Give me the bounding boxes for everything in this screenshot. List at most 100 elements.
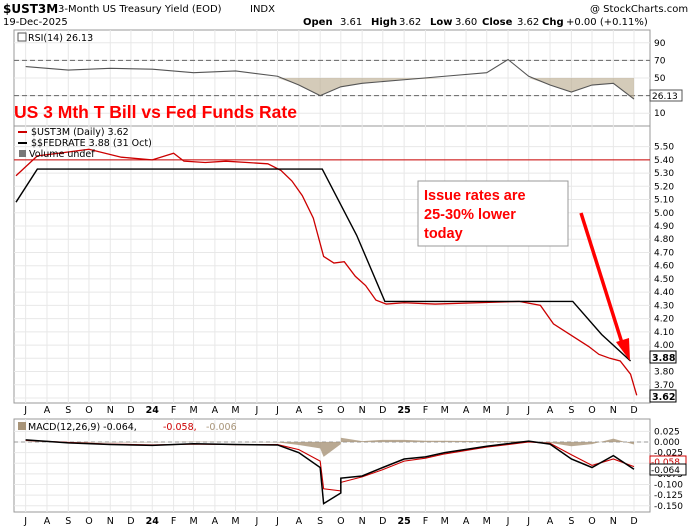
rsi-legend-swatch	[17, 32, 27, 42]
macd-line	[25, 439, 635, 505]
price-y-tick: 4.10	[654, 328, 674, 338]
annotation-line-3: today	[424, 226, 463, 242]
annotation-line-1: Issue rates are	[424, 188, 526, 204]
x-tick-label-bottom: O	[337, 516, 344, 527]
x-tick-label-bottom: A	[463, 516, 470, 527]
x-tick-label: N	[107, 405, 114, 416]
price-panel	[13, 125, 651, 404]
macd-y-tick: 0.000	[654, 438, 680, 448]
x-tick-label-bottom: J	[275, 516, 279, 527]
x-tick-label-bottom: J	[506, 516, 510, 527]
quote-date: 19-Dec-2025	[3, 17, 68, 28]
x-tick-label: O	[85, 405, 92, 416]
low-label: Low	[430, 17, 452, 28]
macd-signal-value: -0.058	[651, 458, 680, 468]
x-tick-label: O	[588, 405, 595, 416]
x-tick-label: 25	[398, 405, 411, 416]
fedrate-line	[15, 168, 632, 362]
x-tick-label-bottom: 25	[398, 516, 411, 527]
x-tick-label: J	[254, 405, 258, 416]
x-tick-label: D	[127, 405, 134, 416]
macd-y-tick: 0.025	[654, 427, 680, 437]
x-tick-label: J	[275, 405, 279, 416]
x-tick-label: F	[171, 405, 176, 416]
price-y-tick: 5.40	[654, 156, 674, 166]
x-tick-label-bottom: A	[296, 516, 303, 527]
x-tick-label: O	[337, 405, 344, 416]
rsi-below-fill	[25, 78, 634, 100]
price-y-tick: 4.60	[654, 262, 674, 272]
macd-y-tick: -0.025	[654, 449, 683, 459]
price-legend: $UST3M (Daily) 3.62 $$FEDRATE 3.88 (31 O…	[18, 127, 152, 160]
macd-legend-signal: -0.058,	[163, 422, 197, 433]
legend-swatch-volume	[19, 150, 26, 157]
x-tick-label: M	[189, 405, 197, 416]
price-y-tick: 5.00	[654, 209, 674, 219]
legend-ust3m: $UST3M (Daily) 3.62	[31, 127, 129, 138]
x-tick-label: M	[483, 405, 491, 416]
x-tick-label: J	[23, 405, 27, 416]
x-tick-label-bottom: J	[23, 516, 27, 527]
macd-histogram	[25, 437, 634, 457]
price-last-tag-box	[649, 389, 677, 403]
x-tick-label: A	[296, 405, 303, 416]
macd-y-tick: -0.100	[654, 481, 683, 491]
annotation-box-frame	[417, 180, 569, 247]
rsi-layer	[14, 58, 650, 100]
price-last-tag: 3.62	[649, 389, 677, 403]
x-tick-label: S	[568, 405, 574, 416]
macd-legend-swatch	[18, 422, 26, 430]
x-tick-label-bottom: M	[231, 516, 239, 527]
arrow-shaft	[579, 212, 624, 344]
price-y-tick: 4.20	[654, 315, 674, 325]
fed-last-tag-box	[649, 350, 677, 364]
x-tick-label: F	[423, 405, 428, 416]
close-value: 3.62	[517, 17, 539, 28]
x-tick-label-bottom: A	[547, 516, 554, 527]
macd-last-tag-box	[649, 463, 687, 476]
rsi-last-value: 26.13	[652, 92, 678, 102]
x-tick-label: A	[44, 405, 51, 416]
grid-layer	[14, 30, 650, 512]
x-tick-label-bottom: S	[65, 516, 71, 527]
x-tick-label-bottom: D	[379, 516, 386, 527]
annotation-arrow	[579, 212, 630, 361]
rsi-y-tick: 90	[654, 39, 666, 49]
rsi-last-tag-box	[649, 89, 683, 102]
rsi-y-tick: 10	[654, 109, 666, 119]
x-tick-label-bottom: F	[423, 516, 428, 527]
chg-label: Chg	[542, 17, 564, 28]
price-y-tick: 5.50	[654, 143, 674, 153]
x-tick-label: A	[463, 405, 470, 416]
x-tick-label: S	[65, 405, 71, 416]
price-y-tick: 4.70	[654, 248, 674, 258]
price-y-tick: 4.90	[654, 222, 674, 232]
macd-y-tick: -0.150	[654, 502, 683, 512]
x-tick-label-bottom: D	[630, 516, 637, 527]
low-value: 3.60	[455, 17, 477, 28]
price-layer	[14, 148, 650, 396]
price-y-tick: 3.80	[654, 368, 674, 378]
close-label: Close	[482, 17, 513, 28]
annotation-box: Issue rates are 25-30% lower today	[417, 180, 569, 247]
x-tick-label-bottom: M	[441, 516, 449, 527]
price-y-tick: 5.10	[654, 196, 674, 206]
x-tick-label-bottom: N	[610, 516, 617, 527]
x-tick-label-bottom: M	[189, 516, 197, 527]
fed-last-value: 3.88	[652, 353, 676, 364]
watermark: @ StockCharts.com	[590, 4, 688, 15]
x-tick-label: N	[359, 405, 366, 416]
symbol-exchange: INDX	[250, 4, 275, 15]
x-tick-label-bottom: J	[526, 516, 530, 527]
fed-last-tag: 3.88	[649, 350, 677, 364]
macd-legend-hist: -0.006	[206, 422, 237, 433]
x-tick-label-bottom: S	[317, 516, 323, 527]
x-tick-label-bottom: 24	[146, 516, 160, 527]
symbol-name: 3-Month US Treasury Yield (EOD)	[58, 4, 222, 15]
price-y-tick: 5.20	[654, 182, 674, 192]
rsi-legend: RSI(14) 26.13	[17, 32, 93, 44]
macd-legend: MACD(12,26,9) -0.064, -0.058, -0.006	[18, 422, 237, 433]
arrow-head	[616, 338, 630, 361]
price-y-tick: 4.50	[654, 275, 674, 285]
high-label: High	[371, 17, 397, 28]
